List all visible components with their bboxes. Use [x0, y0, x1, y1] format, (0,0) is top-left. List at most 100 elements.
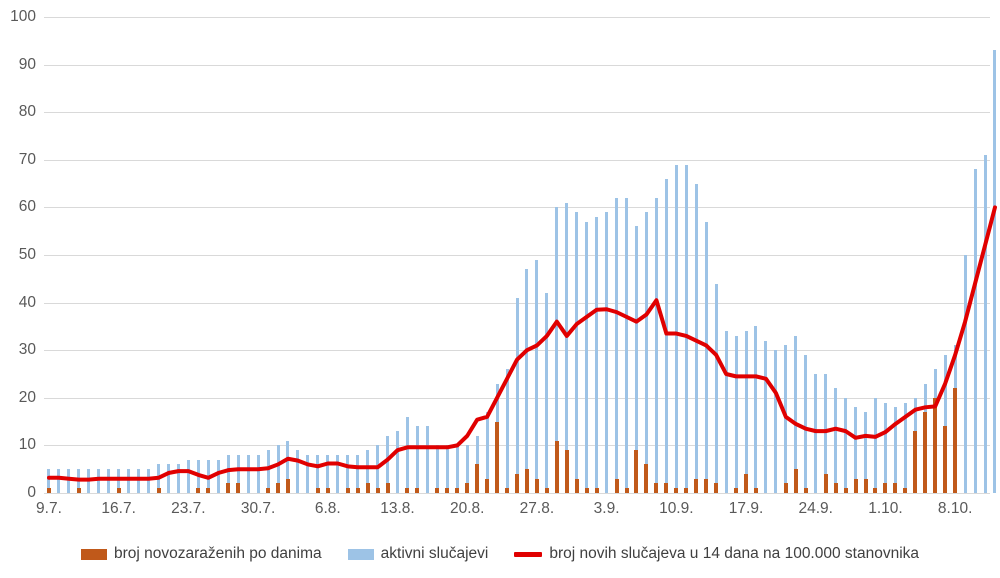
bar-new-cases	[674, 488, 679, 493]
bar-new-cases	[953, 388, 958, 493]
bar-new-cases	[634, 450, 639, 493]
bar-active-cases	[804, 354, 808, 493]
bar-active-cases	[376, 445, 380, 493]
legend-item[interactable]: aktivni slučajevi	[347, 545, 488, 563]
y-tick-label: 30	[18, 341, 36, 359]
x-tick-label: 20.8.	[449, 500, 485, 517]
x-axis-labels: 9.7. 16.7. 23.7. 30.7. 6.8. 13.8. 20.8. 27.8. 3.…	[36, 500, 990, 524]
x-tick-label: 30.7.	[240, 500, 276, 517]
bar-active-cases	[585, 221, 589, 493]
bar-new-cases	[515, 473, 519, 493]
bar-new-cases	[375, 488, 380, 493]
bar-active-cases	[246, 454, 250, 493]
gridline-0	[44, 493, 990, 494]
x-tick-label: 6.8.	[314, 500, 341, 517]
bar-active-cases	[296, 450, 300, 493]
bar-active-cases	[684, 164, 688, 493]
x-tick-label: 24.9.	[798, 500, 833, 517]
legend-swatch-icon	[347, 548, 374, 560]
bar-new-cases	[843, 488, 848, 493]
bar-active-cases	[545, 293, 549, 493]
y-axis-labels: 0 10 20 30 40 50 60 70 80 90 100	[0, 8, 36, 501]
legend-item[interactable]: broj novozaraženih po danima	[80, 545, 322, 563]
gridline-100	[44, 17, 990, 18]
bar-new-cases	[714, 483, 719, 493]
bar-new-cases	[923, 412, 928, 493]
bar-new-cases	[485, 478, 490, 493]
bar-new-cases	[654, 483, 659, 493]
bar-active-cases	[266, 450, 270, 493]
bar-new-cases	[783, 483, 788, 493]
x-tick-label: 16.7.	[101, 500, 136, 517]
bar-active-cases	[415, 426, 419, 493]
bar-new-cases	[744, 473, 749, 493]
bar-active-cases	[605, 212, 609, 493]
bar-new-cases	[684, 488, 689, 493]
bar-active-cases	[834, 388, 838, 493]
bar-active-cases	[405, 416, 409, 493]
bar-active-cases	[704, 221, 708, 493]
bar-new-cases	[704, 478, 709, 493]
y-tick-label: 40	[18, 293, 36, 311]
bar-active-cases	[535, 259, 539, 493]
y-tick-label: 90	[18, 55, 36, 73]
bar-active-cases	[903, 402, 907, 493]
bar-new-cases	[206, 488, 211, 493]
y-tick-label: 0	[27, 484, 36, 501]
bar-new-cases	[833, 483, 838, 493]
bar-new-cases	[116, 488, 121, 493]
bar-new-cases	[405, 488, 410, 493]
bar-active-cases	[396, 431, 399, 493]
bar-new-cases	[853, 478, 858, 493]
bar-new-cases	[803, 488, 808, 493]
bar-active-cases	[107, 469, 111, 493]
bar-new-cases	[933, 397, 938, 493]
bar-active-cases	[57, 469, 61, 493]
bar-new-cases	[266, 488, 271, 493]
x-tick-label: 17.9.	[728, 500, 764, 517]
x-tick-label: 9.7.	[36, 500, 62, 517]
bar-new-cases	[475, 464, 480, 493]
bar-active-cases	[67, 469, 71, 493]
y-tick-label: 70	[18, 150, 36, 168]
bar-active-cases	[724, 331, 728, 493]
bar-new-cases	[554, 440, 559, 493]
bar-active-cases	[883, 402, 887, 493]
bar-active-cases	[306, 454, 310, 493]
bar-new-cases	[694, 478, 699, 493]
legend-swatch-icon	[80, 548, 107, 560]
bar-active-cases	[256, 454, 260, 493]
bar-active-cases	[654, 197, 658, 493]
bar-active-cases	[784, 345, 788, 493]
bar-active-cases	[963, 255, 967, 493]
bar-active-cases	[754, 326, 758, 493]
bar-new-cases	[505, 488, 510, 493]
legend-item-label: broj novozaraženih po danima	[113, 545, 322, 562]
y-tick-label: 80	[18, 103, 36, 121]
bar-active-cases	[137, 469, 141, 493]
bar-new-cases	[455, 488, 460, 493]
bar-new-cases	[734, 488, 739, 493]
bar-active-cases	[744, 331, 748, 493]
bar-new-cases	[664, 483, 669, 493]
bar-active-cases	[97, 469, 101, 493]
legend-item[interactable]: broj novih slučajeva u 14 dana na 100.00…	[514, 545, 919, 563]
bar-active-cases	[186, 459, 190, 493]
bar-new-cases	[584, 488, 589, 493]
bar-new-cases	[913, 431, 918, 493]
bar-active-cases	[455, 445, 459, 493]
bar-new-cases	[46, 488, 51, 493]
bar-active-cases	[515, 297, 519, 493]
bar-active-cases	[814, 374, 818, 493]
bar-active-cases	[664, 178, 668, 493]
y-tick-label: 20	[18, 388, 36, 406]
bar-active-cases	[435, 445, 439, 493]
bar-active-cases	[973, 169, 977, 493]
x-tick-label: 8.10.	[937, 500, 973, 517]
bar-active-cases	[166, 464, 170, 493]
bar-new-cases	[196, 488, 201, 493]
x-tick-label: 10.9.	[659, 500, 694, 517]
bar-active-cases	[983, 155, 987, 493]
bar-new-cases	[863, 478, 868, 493]
